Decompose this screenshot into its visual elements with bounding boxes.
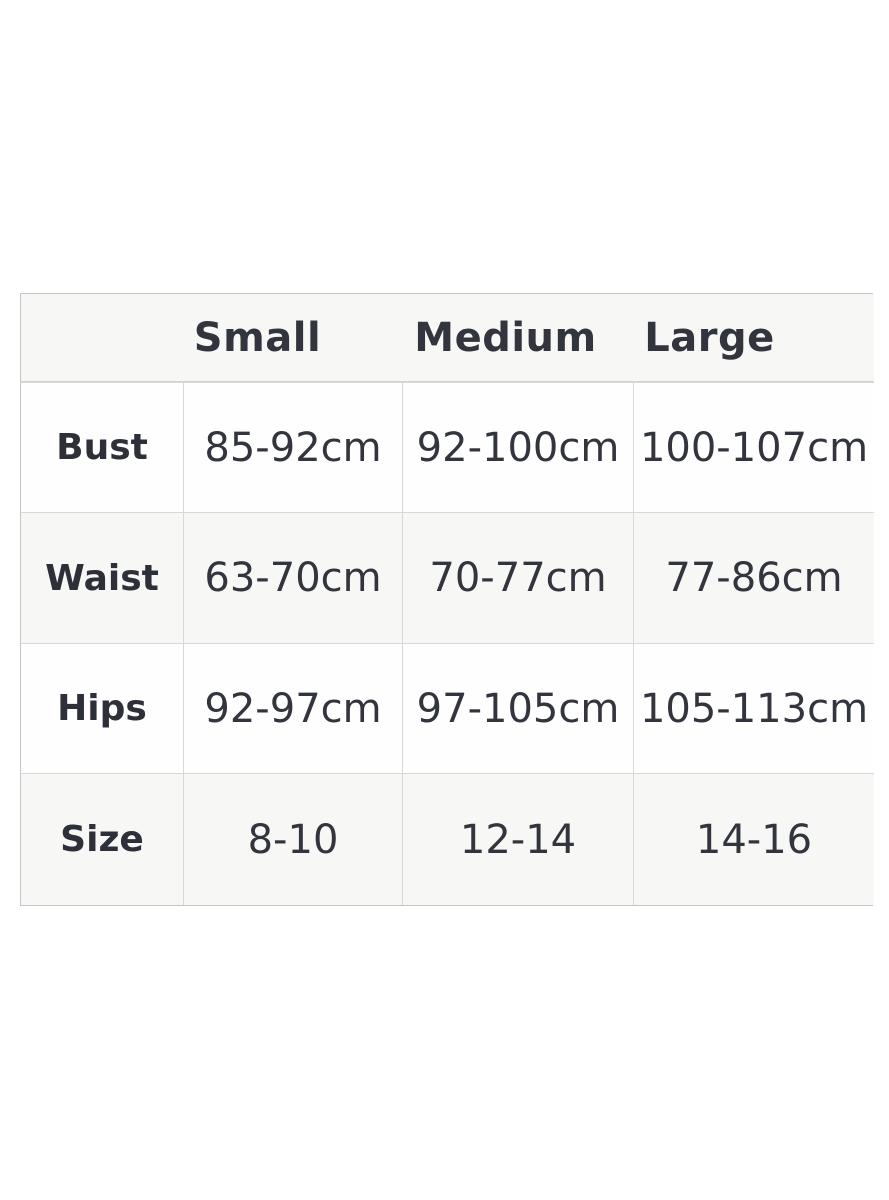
table-cell: 100-107cm bbox=[633, 382, 874, 512]
table-cell: 97-105cm bbox=[402, 643, 633, 773]
table-cell: 63-70cm bbox=[183, 512, 402, 643]
waist-small-value: 63-70cm bbox=[204, 555, 382, 601]
header-label-medium: Medium bbox=[414, 314, 597, 361]
bust-medium-value: 92-100cm bbox=[416, 424, 620, 471]
row-label-cell: Hips bbox=[21, 643, 183, 773]
waist-medium-value: 70-77cm bbox=[429, 555, 607, 601]
row-label-cell: Bust bbox=[21, 382, 183, 512]
table-cell: 8-10 bbox=[183, 773, 402, 905]
table-cell: 70-77cm bbox=[402, 512, 633, 643]
hips-small-value: 92-97cm bbox=[204, 685, 382, 732]
bust-large-value: 100-107cm bbox=[639, 424, 869, 471]
waist-large-value: 77-86cm bbox=[665, 555, 843, 601]
header-cell-large: Large bbox=[633, 294, 874, 382]
row-label-cell: Size bbox=[21, 773, 183, 905]
size-chart-table: Small Medium Large Bust 85-92cm 92-100cm… bbox=[20, 293, 874, 906]
row-label-size: Size bbox=[60, 819, 144, 860]
hips-medium-value: 97-105cm bbox=[416, 685, 620, 732]
table-cell: 85-92cm bbox=[183, 382, 402, 512]
table-cell: 12-14 bbox=[402, 773, 633, 905]
table-cell: 14-16 bbox=[633, 773, 874, 905]
size-small-value: 8-10 bbox=[247, 816, 339, 863]
row-label-hips: Hips bbox=[57, 688, 147, 729]
bust-small-value: 85-92cm bbox=[204, 424, 382, 471]
header-cell-empty bbox=[21, 294, 183, 382]
table-cell: 77-86cm bbox=[633, 512, 874, 643]
size-medium-value: 12-14 bbox=[459, 816, 577, 863]
table-cell: 92-100cm bbox=[402, 382, 633, 512]
hips-large-value: 105-113cm bbox=[639, 685, 869, 732]
header-cell-small: Small bbox=[183, 294, 402, 382]
size-large-value: 14-16 bbox=[695, 816, 813, 863]
row-label-waist: Waist bbox=[45, 557, 159, 599]
header-cell-medium: Medium bbox=[402, 294, 633, 382]
row-label-cell: Waist bbox=[21, 512, 183, 643]
header-label-small: Small bbox=[193, 314, 322, 361]
table-cell: 92-97cm bbox=[183, 643, 402, 773]
table-cell: 105-113cm bbox=[633, 643, 874, 773]
row-label-bust: Bust bbox=[56, 427, 148, 468]
header-label-large: Large bbox=[644, 314, 775, 361]
